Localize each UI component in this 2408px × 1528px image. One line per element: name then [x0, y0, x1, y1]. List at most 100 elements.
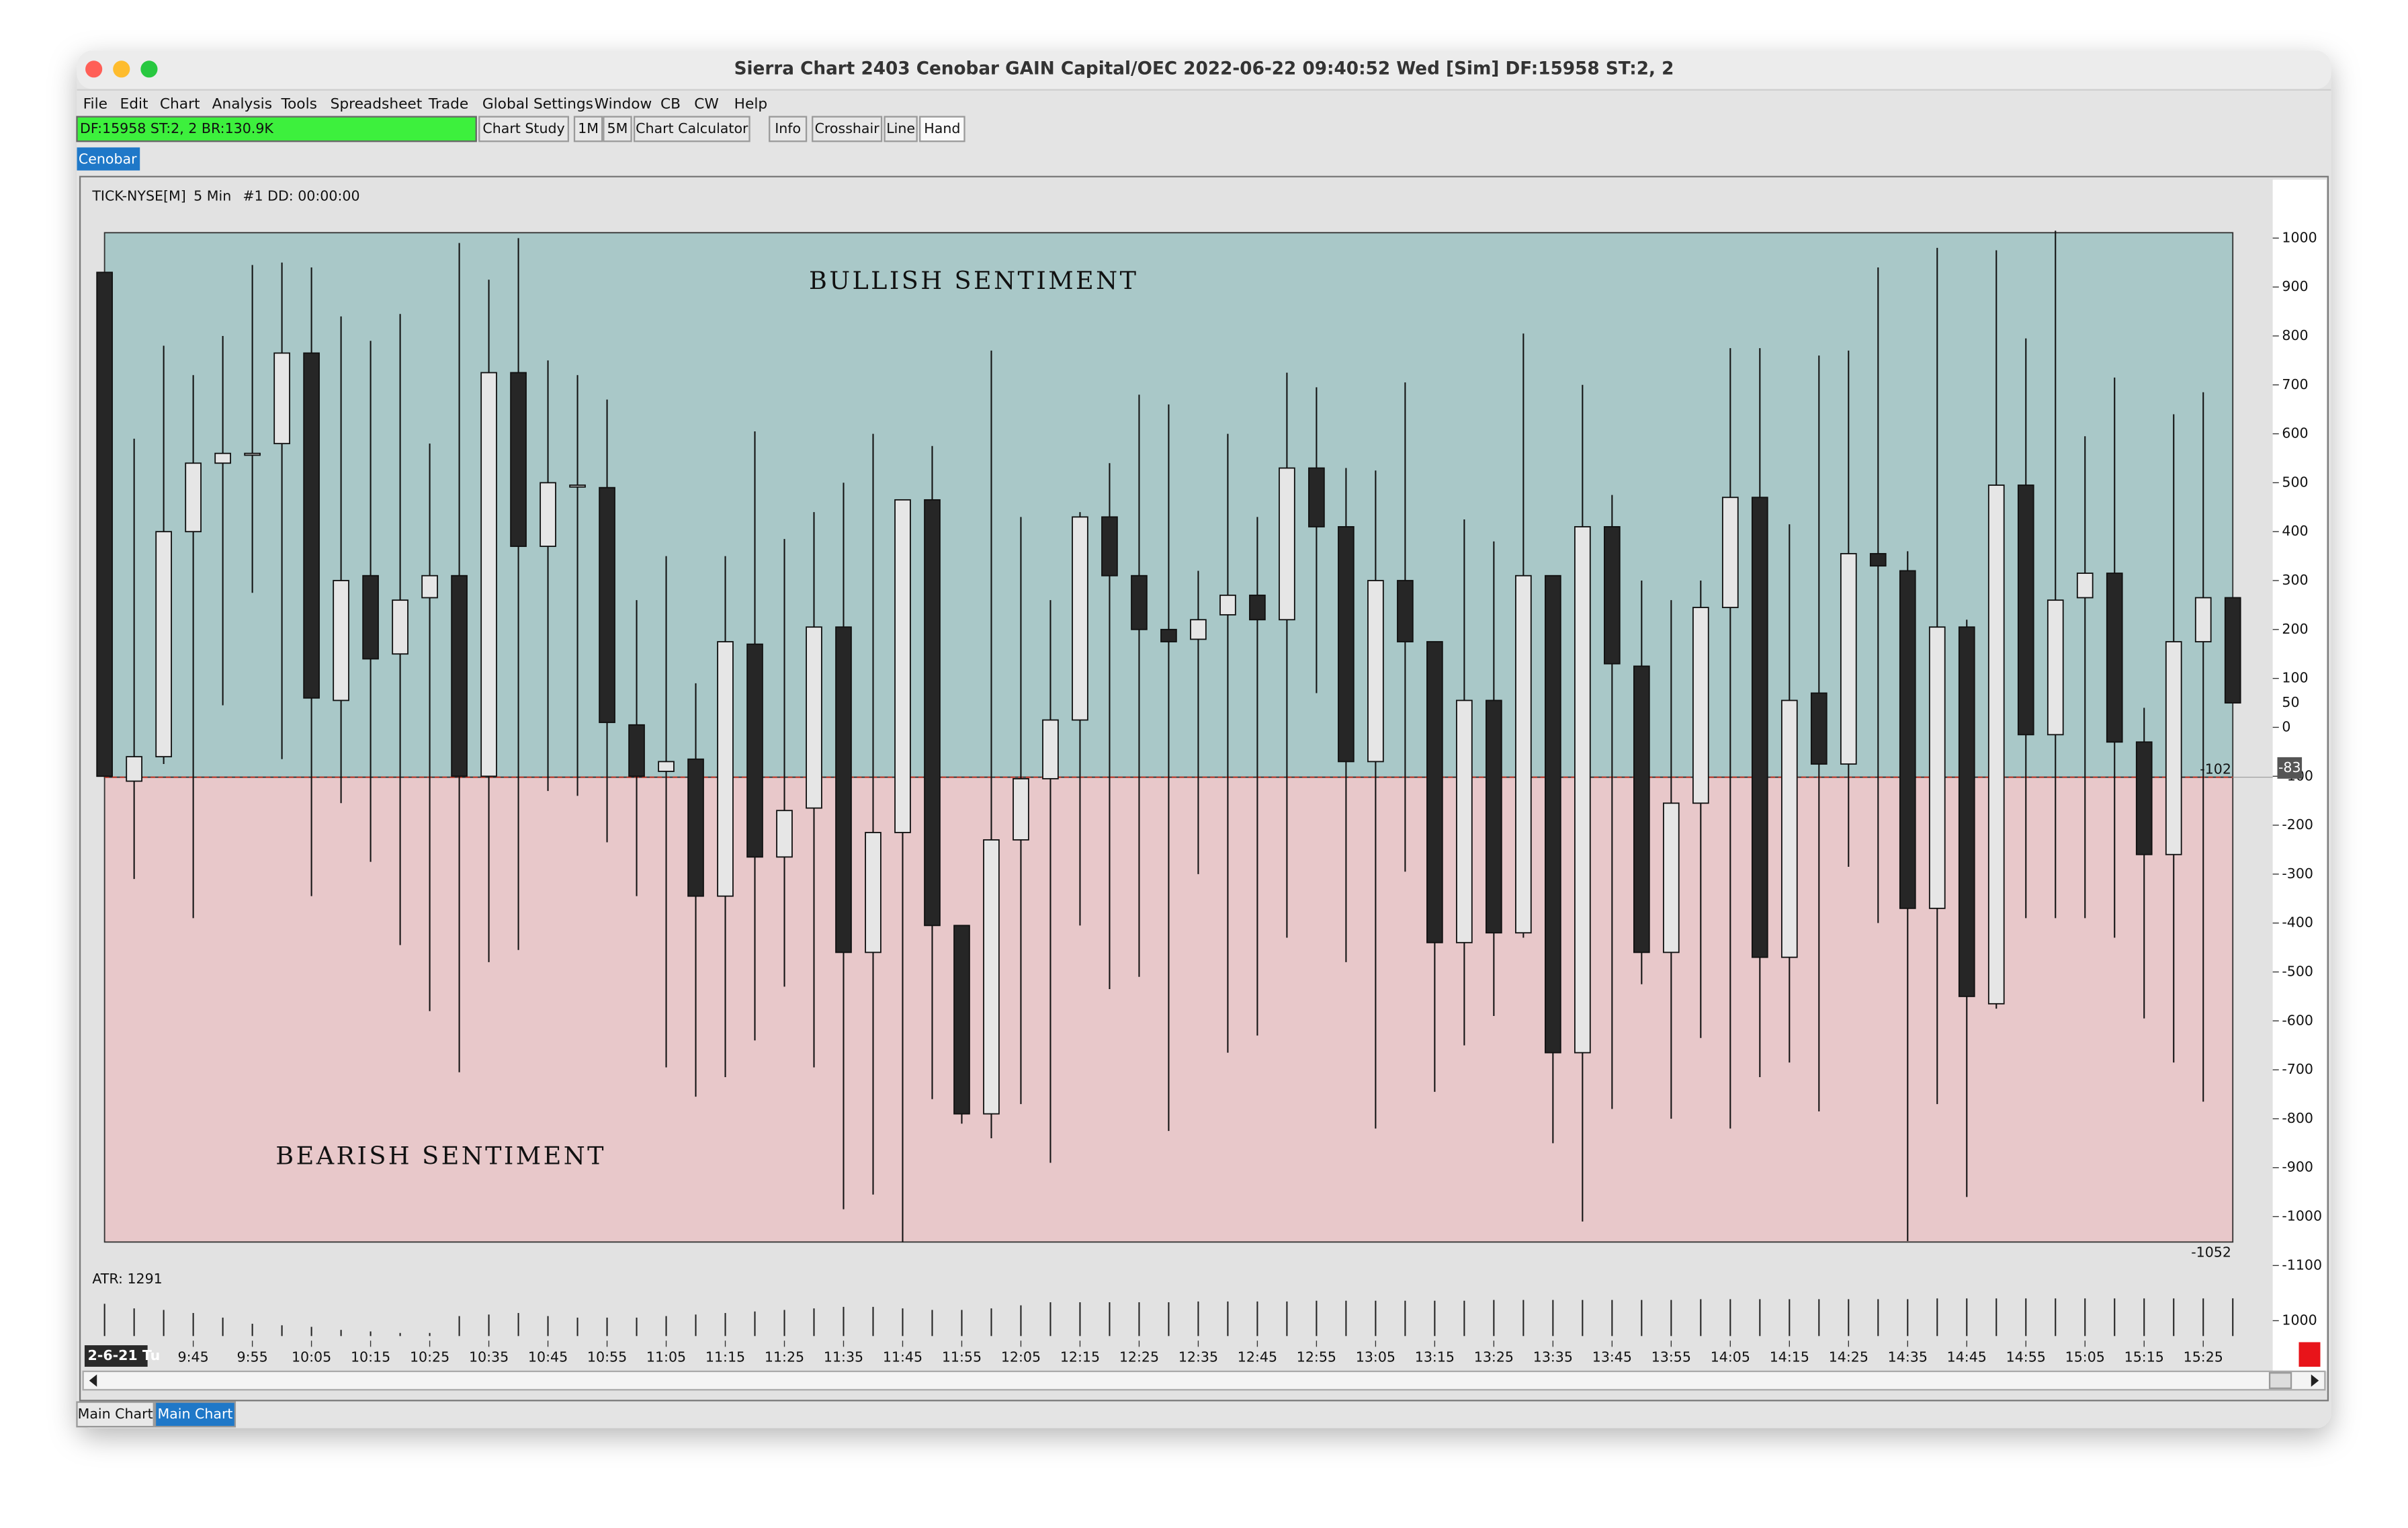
candle-body [1928, 626, 1946, 909]
menu-item[interactable]: Analysis [212, 95, 272, 112]
candle-body [1987, 484, 2005, 1005]
x-tick-label: 14:25 [1829, 1349, 1868, 1365]
y-tick-label: -1100 [2282, 1257, 2322, 1273]
x-tick-label: 10:35 [469, 1349, 509, 1365]
y-tick-label: 100 [2282, 670, 2308, 686]
chartbook-tab[interactable] [77, 147, 140, 171]
toolbar-button-label[interactable]: Hand [924, 120, 960, 136]
scroll-thumb[interactable] [2268, 1372, 2292, 1390]
candle-body [1456, 699, 1473, 943]
toolbar-button-label[interactable]: Info [775, 120, 801, 136]
candle-body [1604, 526, 1621, 665]
x-tick-label: 14:35 [1888, 1349, 1928, 1365]
candle-body [2194, 597, 2212, 642]
y-tick-label: -600 [2282, 1012, 2313, 1028]
toolbar-button[interactable] [769, 116, 808, 142]
x-tick-label: 10:15 [351, 1349, 390, 1365]
candle-body [1515, 575, 1532, 934]
menu-item[interactable]: Help [734, 95, 767, 112]
scrollbar[interactable] [82, 1370, 2326, 1391]
candle-body [451, 575, 468, 777]
candle-body [983, 839, 1000, 1115]
toolbar-button[interactable] [919, 116, 965, 142]
x-tick-label: 12:55 [1297, 1349, 1336, 1365]
candle-body [1131, 575, 1148, 630]
candle-body [1279, 467, 1295, 621]
candle-body [1219, 594, 1236, 616]
candle-body [185, 462, 202, 533]
minimize-button[interactable] [113, 60, 130, 78]
candle-body [835, 626, 852, 953]
menu-item[interactable]: Tools [280, 95, 316, 112]
x-tick-label: 12:05 [1001, 1349, 1041, 1365]
x-tick-label: 15:05 [2065, 1349, 2105, 1365]
toolbar-button-label[interactable]: Chart Study [482, 120, 564, 136]
candle-body [1692, 607, 1709, 804]
toolbar-button-label[interactable]: Chart Calculator [636, 120, 748, 136]
x-tick-label: 11:05 [646, 1349, 686, 1365]
candle-body [273, 352, 290, 445]
toolbar-button[interactable] [884, 116, 918, 142]
y-tick-label: 1000 [2282, 229, 2317, 245]
chartbook-tab-label[interactable]: Cenobar [79, 151, 137, 167]
toolbar-button[interactable] [573, 116, 603, 142]
toolbar-button-label[interactable]: 5M [607, 120, 628, 136]
menu-item[interactable]: Trade [428, 95, 468, 112]
x-tick-label: 11:35 [824, 1349, 863, 1365]
x-tick-label: 10:25 [410, 1349, 449, 1365]
menu-item[interactable]: CW [694, 95, 719, 112]
atr-tick-label: 1000 [2282, 1312, 2317, 1328]
candle-body [1780, 699, 1798, 958]
menu-item[interactable]: Edit [120, 95, 148, 112]
zoom-button[interactable] [140, 60, 158, 78]
atr-label: ATR: 1291 [92, 1271, 162, 1287]
candle-body [953, 925, 970, 1115]
x-tick-label: 12:45 [1238, 1349, 1277, 1365]
menu-item[interactable]: Chart [160, 95, 200, 112]
toolbar-button-label[interactable]: Line [886, 120, 915, 136]
toolbar-button-label[interactable]: Crosshair [815, 120, 880, 136]
candle-body [1190, 619, 1207, 640]
sheet-tab-label[interactable]: Main Chart [78, 1406, 153, 1422]
x-tick-label: 15:25 [2184, 1349, 2223, 1365]
x-tick-label: 9:55 [237, 1349, 268, 1365]
toolbar-button-label[interactable]: 1M [578, 120, 599, 136]
close-button[interactable] [85, 60, 103, 78]
y-tick-label: -400 [2282, 915, 2313, 931]
candle-body [1249, 594, 1266, 621]
candle-body [776, 810, 793, 858]
sheet-tab[interactable] [76, 1401, 155, 1428]
candle-body [1486, 699, 1502, 934]
candle-body [480, 372, 497, 777]
candle-body [1397, 580, 1414, 642]
candle-body [746, 643, 763, 858]
menu-item[interactable]: Global Settings [482, 95, 593, 112]
menu-item[interactable]: Window [595, 95, 652, 112]
chart-title: TICK-NYSE[M] [91, 188, 185, 204]
candle-body [2047, 599, 2064, 736]
toolbar-button[interactable] [603, 116, 632, 142]
x-tick-label: 14:15 [1770, 1349, 1809, 1365]
candle-body [1426, 641, 1443, 943]
candle-body [924, 499, 941, 927]
toolbar-button[interactable] [633, 116, 750, 142]
scroll-left-arrow[interactable] [89, 1374, 97, 1387]
menu-item[interactable]: File [83, 95, 108, 112]
sheet-tab[interactable] [154, 1401, 236, 1428]
divider [77, 89, 2331, 91]
zone-label: BEARISH SENTIMENT [275, 1142, 606, 1171]
x-tick-label: 12:25 [1119, 1349, 1159, 1365]
toolbar-button[interactable] [478, 116, 569, 142]
y-tick-label: 0 [2282, 718, 2290, 734]
y-tick-label: 700 [2282, 376, 2308, 392]
scroll-right-arrow[interactable] [2311, 1374, 2319, 1387]
candle-body [2135, 741, 2153, 855]
candle-body [1633, 665, 1650, 953]
sheet-tab-label[interactable]: Main Chart [157, 1406, 232, 1422]
menu-item[interactable]: CB [660, 95, 681, 112]
last-price-label: 50 [2282, 694, 2299, 710]
toolbar-button[interactable] [812, 116, 883, 142]
y-tick-label: 900 [2282, 278, 2308, 294]
cursor-value-box [2277, 757, 2303, 779]
menu-item[interactable]: Spreadsheet [331, 95, 423, 112]
